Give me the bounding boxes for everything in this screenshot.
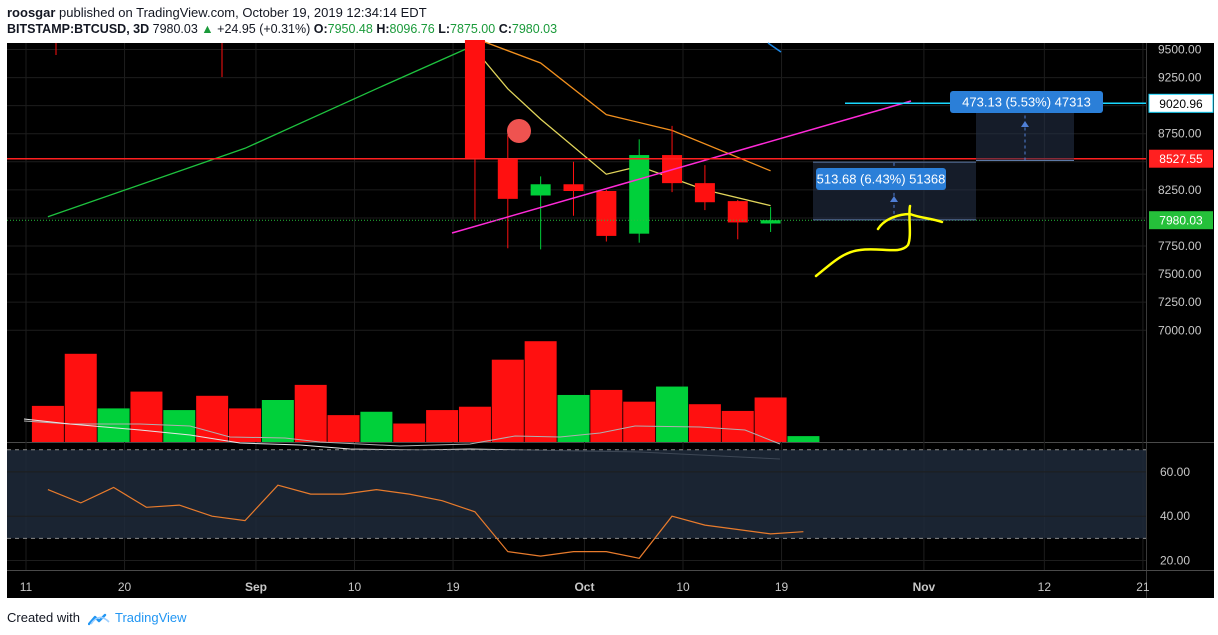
- measure-label-box[interactable]: [950, 91, 1103, 113]
- price-tick-label: 7250.00: [1158, 295, 1202, 309]
- measure-label-box[interactable]: [816, 168, 946, 190]
- volume-bar[interactable]: [229, 408, 261, 442]
- candle-body[interactable]: [694, 183, 715, 203]
- last-price: 7980.03: [152, 22, 198, 36]
- price-level-tag[interactable]: [1149, 149, 1213, 168]
- volume-bar[interactable]: [721, 410, 754, 442]
- time-tick-label: 12: [1038, 580, 1052, 594]
- volume-bar[interactable]: [31, 405, 64, 442]
- price-tick-label: 7750.00: [1158, 239, 1202, 253]
- published-text: published on TradingView.com, October 19…: [59, 5, 427, 20]
- chart-area[interactable]: 9500.009250.009000.008750.008500.008250.…: [0, 32, 1218, 600]
- rsi-band: [7, 449, 1146, 539]
- publish-info: roosgar published on TradingView.com, Oc…: [7, 5, 427, 20]
- volume-bar[interactable]: [656, 386, 689, 442]
- time-tick-label: 19: [775, 580, 789, 594]
- price-level-tag-label: 9020.96: [1159, 97, 1203, 111]
- trend-line-magenta[interactable]: [451, 100, 912, 234]
- time-tick-label: 21: [1136, 580, 1150, 594]
- price-tick-label: 7500.00: [1158, 267, 1202, 281]
- footer: Created with TradingView: [7, 610, 187, 626]
- rsi-tick-label: 20.00: [1160, 554, 1190, 568]
- candle-body[interactable]: [464, 38, 485, 160]
- chart-svg[interactable]: 9500.009250.009000.008750.008500.008250.…: [0, 32, 1218, 600]
- volume-bar[interactable]: [64, 353, 97, 442]
- created-with-text: Created with: [7, 610, 80, 625]
- volume-ma-line: [23, 420, 781, 447]
- price-level-tag-label: 8527.55: [1159, 152, 1203, 166]
- candle-body[interactable]: [563, 184, 584, 191]
- time-tick-label: 11: [20, 580, 33, 594]
- trend-line-blue[interactable]: [767, 42, 782, 53]
- price-axis-background[interactable]: [1146, 43, 1214, 598]
- candle-body[interactable]: [760, 220, 781, 224]
- low-label: L:: [438, 22, 451, 36]
- candle-body[interactable]: [629, 155, 650, 234]
- volume-bar[interactable]: [426, 410, 459, 442]
- volume-bar[interactable]: [787, 436, 820, 442]
- volume-bar[interactable]: [196, 395, 229, 442]
- tradingview-brand[interactable]: TradingView: [115, 610, 187, 625]
- measure-label: 473.13 (5.53%) 47313: [962, 95, 1091, 110]
- low-value: 7875.00: [450, 22, 496, 36]
- measure-label: 513.68 (6.43%) 51368: [817, 172, 946, 187]
- candle-body[interactable]: [596, 190, 617, 236]
- rsi-tick-label: 60.00: [1160, 465, 1190, 479]
- price-tick-label: 8750.00: [1158, 127, 1202, 141]
- volume-bar[interactable]: [294, 384, 327, 442]
- volume-bar[interactable]: [261, 400, 294, 442]
- volume-bar[interactable]: [130, 391, 163, 442]
- open-value: 7950.48: [327, 22, 373, 36]
- time-tick-label: Sep: [245, 580, 267, 594]
- candle-body[interactable]: [727, 201, 748, 223]
- price-level-tag[interactable]: [1149, 211, 1213, 230]
- author-name[interactable]: roosgar: [7, 5, 56, 20]
- close-value: 7980.03: [511, 22, 558, 36]
- volume-bar[interactable]: [360, 411, 393, 442]
- volume-bar[interactable]: [327, 415, 360, 442]
- volume-bar[interactable]: [393, 423, 426, 442]
- ema-orange-line[interactable]: [474, 37, 771, 172]
- price-tick-label: 9500.00: [1158, 43, 1202, 57]
- volume-bar[interactable]: [623, 401, 656, 442]
- ema-green-line[interactable]: [47, 44, 476, 218]
- time-tick-label: 10: [348, 580, 362, 594]
- tradingview-logo-icon: [87, 613, 110, 625]
- high-value: 8096.76: [389, 22, 435, 36]
- measure-arrowhead-icon: [1021, 121, 1029, 127]
- volume-bar[interactable]: [754, 397, 787, 442]
- price-tick-label: 8250.00: [1158, 183, 1202, 197]
- price-change: +24.95 (+0.31%): [217, 22, 311, 36]
- price-tick-label: 7000.00: [1158, 323, 1202, 337]
- signal-circle-marker[interactable]: [507, 119, 531, 143]
- freehand-drawing[interactable]: [814, 204, 944, 278]
- candle-body[interactable]: [530, 184, 551, 196]
- volume-bar[interactable]: [590, 389, 623, 442]
- time-tick-label: Oct: [574, 580, 594, 594]
- candle-body[interactable]: [497, 159, 518, 199]
- volume-bar[interactable]: [491, 359, 524, 442]
- price-level-tag[interactable]: [1148, 93, 1214, 113]
- symbol-legend: BITSTAMP:BTCUSD, 3D 7980.03 ▲ +24.95 (+0…: [7, 22, 557, 36]
- measure-arrowhead-icon: [890, 196, 898, 202]
- price-tick-label: 9250.00: [1158, 71, 1202, 85]
- symbol-name[interactable]: BITSTAMP:BTCUSD, 3D: [7, 22, 150, 36]
- volume-bar[interactable]: [97, 408, 130, 442]
- time-tick-label: 20: [118, 580, 132, 594]
- time-tick-label: 10: [676, 580, 690, 594]
- time-tick-label: 19: [446, 580, 460, 594]
- volume-bar[interactable]: [688, 404, 721, 442]
- rsi-line[interactable]: [47, 484, 804, 559]
- high-label: H:: [376, 22, 390, 36]
- close-label: C:: [498, 22, 512, 36]
- price-level-tag-label: 7980.03: [1159, 214, 1203, 228]
- volume-bar[interactable]: [524, 341, 557, 442]
- up-arrow-icon: ▲: [201, 22, 214, 36]
- open-label: O:: [313, 22, 328, 36]
- time-tick-label: Nov: [913, 580, 936, 594]
- time-axis-background[interactable]: [7, 571, 1146, 598]
- volume-bar[interactable]: [458, 406, 491, 442]
- rsi-tick-label: 40.00: [1160, 509, 1190, 523]
